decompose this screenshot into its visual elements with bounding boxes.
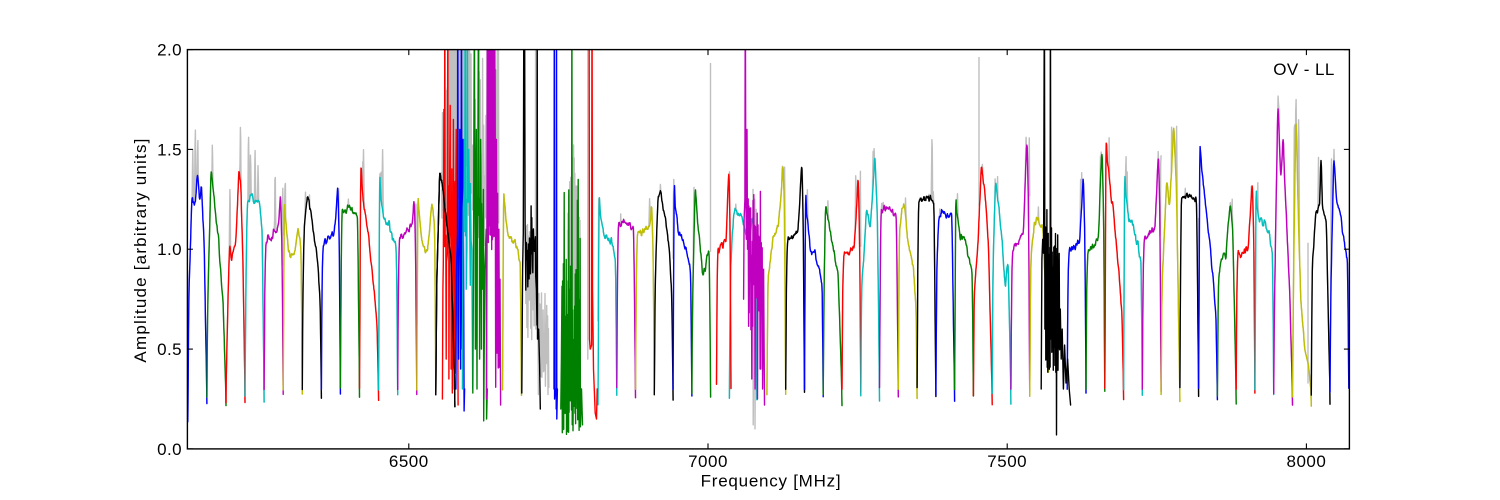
svg-text:1.5: 1.5 — [157, 140, 182, 159]
svg-text:0.0: 0.0 — [157, 440, 182, 459]
svg-text:Amplitude [arbitrary units]: Amplitude [arbitrary units] — [131, 137, 150, 362]
svg-text:7500: 7500 — [987, 452, 1027, 471]
svg-text:6500: 6500 — [389, 452, 429, 471]
svg-text:1.0: 1.0 — [157, 240, 182, 259]
svg-text:Frequency [MHz]: Frequency [MHz] — [701, 472, 842, 491]
svg-text:2.0: 2.0 — [157, 41, 182, 60]
svg-text:7000: 7000 — [688, 452, 728, 471]
svg-text:0.5: 0.5 — [157, 340, 182, 359]
svg-text:8000: 8000 — [1286, 452, 1326, 471]
svg-text:OV - LL: OV - LL — [1273, 60, 1334, 79]
